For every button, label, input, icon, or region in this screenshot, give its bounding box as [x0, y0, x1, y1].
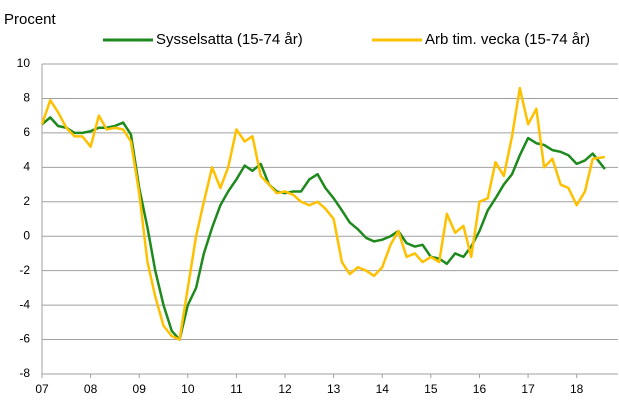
- x-tick-label: 17: [521, 382, 535, 396]
- y-tick-label: 2: [23, 194, 30, 208]
- x-tick-label: 09: [133, 382, 147, 396]
- y-tick-label: 10: [17, 56, 31, 70]
- x-tick-label: 10: [181, 382, 195, 396]
- legend-label: Arb tim. vecka (15-74 år): [425, 31, 590, 48]
- y-tick-label: 8: [23, 91, 30, 105]
- x-tick-label: 07: [35, 382, 49, 396]
- x-tick-label: 12: [278, 382, 292, 396]
- x-tick-label: 11: [230, 382, 243, 396]
- y-tick-label: 4: [23, 160, 30, 174]
- y-tick-label: 0: [23, 228, 30, 242]
- y-tick-label: -6: [19, 332, 30, 346]
- x-tick-label: 16: [473, 382, 487, 396]
- legend-label: Sysselsatta (15-74 år): [156, 31, 303, 48]
- series-line: [40, 86, 606, 341]
- series-line: [41, 116, 606, 341]
- x-tick-label: 14: [376, 382, 390, 396]
- x-tick-label: 15: [424, 382, 438, 396]
- x-tick-label: 08: [84, 382, 98, 396]
- x-tick-label: 18: [570, 382, 584, 396]
- y-tick-label: -4: [19, 297, 30, 311]
- y-axis-label: Procent: [4, 11, 57, 28]
- x-tick-label: 13: [327, 382, 341, 396]
- y-tick-label: 6: [23, 125, 30, 139]
- y-tick-label: -8: [19, 366, 30, 380]
- y-tick-label: -2: [19, 263, 30, 277]
